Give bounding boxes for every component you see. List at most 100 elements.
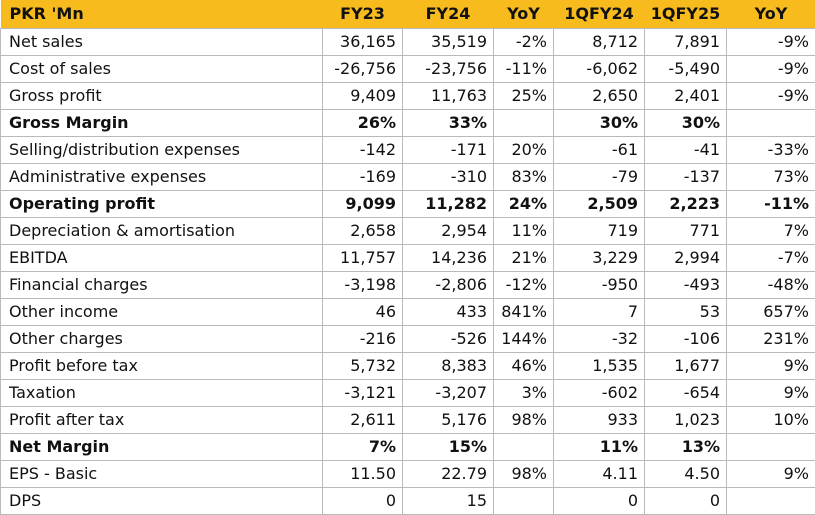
cell-fy23: 5,732 [323, 353, 403, 380]
cell-fy24: 14,236 [403, 245, 494, 272]
cell-1qfy25: 0 [645, 488, 727, 515]
header-fy23: FY23 [323, 0, 403, 29]
cell-1qfy24: 30% [554, 110, 645, 137]
cell-1qfy24: -602 [554, 380, 645, 407]
cell-fy23: -142 [323, 137, 403, 164]
cell-yoy-quarterly [727, 434, 815, 461]
row-label: Other income [1, 299, 323, 326]
cell-1qfy25: -41 [645, 137, 727, 164]
header-yoy-annual: YoY [494, 0, 554, 29]
row-label: Taxation [1, 380, 323, 407]
cell-1qfy24: 719 [554, 218, 645, 245]
cell-1qfy25: 7,891 [645, 29, 727, 56]
cell-fy24: 8,383 [403, 353, 494, 380]
row-label: Profit after tax [1, 407, 323, 434]
cell-yoy-annual: -11% [494, 56, 554, 83]
row-label: Gross profit [1, 83, 323, 110]
cell-yoy-quarterly: 10% [727, 407, 815, 434]
cell-1qfy24: 8,712 [554, 29, 645, 56]
cell-fy24: -23,756 [403, 56, 494, 83]
table-row: Cost of sales-26,756-23,756-11%-6,062-5,… [1, 56, 815, 83]
cell-yoy-annual: 841% [494, 299, 554, 326]
cell-fy24: 5,176 [403, 407, 494, 434]
cell-fy23: 9,409 [323, 83, 403, 110]
cell-1qfy25: 1,023 [645, 407, 727, 434]
cell-fy24: 35,519 [403, 29, 494, 56]
cell-yoy-annual: 21% [494, 245, 554, 272]
cell-yoy-quarterly: 9% [727, 353, 815, 380]
cell-yoy-quarterly [727, 110, 815, 137]
cell-1qfy24: 0 [554, 488, 645, 515]
cell-fy24: -526 [403, 326, 494, 353]
cell-fy24: 33% [403, 110, 494, 137]
cell-1qfy24: 1,535 [554, 353, 645, 380]
cell-fy24: 15% [403, 434, 494, 461]
cell-1qfy24: -32 [554, 326, 645, 353]
row-label: Profit before tax [1, 353, 323, 380]
header-unit-label: PKR 'Mn [1, 0, 323, 29]
cell-yoy-quarterly [727, 488, 815, 515]
cell-1qfy24: 2,650 [554, 83, 645, 110]
cell-1qfy24: 11% [554, 434, 645, 461]
cell-1qfy24: -6,062 [554, 56, 645, 83]
cell-yoy-quarterly: 9% [727, 380, 815, 407]
cell-1qfy25: -654 [645, 380, 727, 407]
cell-fy23: 7% [323, 434, 403, 461]
cell-fy23: 11.50 [323, 461, 403, 488]
cell-1qfy24: -79 [554, 164, 645, 191]
cell-fy23: 36,165 [323, 29, 403, 56]
cell-yoy-annual: -2% [494, 29, 554, 56]
cell-yoy-annual: 46% [494, 353, 554, 380]
cell-fy23: 2,611 [323, 407, 403, 434]
cell-fy24: 15 [403, 488, 494, 515]
cell-fy23: 46 [323, 299, 403, 326]
cell-fy23: -26,756 [323, 56, 403, 83]
table-header: PKR 'Mn FY23 FY24 YoY 1QFY24 1QFY25 YoY [1, 0, 815, 29]
cell-1qfy25: 2,401 [645, 83, 727, 110]
cell-1qfy24: -950 [554, 272, 645, 299]
cell-fy23: -216 [323, 326, 403, 353]
row-label: Administrative expenses [1, 164, 323, 191]
cell-fy23: -169 [323, 164, 403, 191]
cell-fy23: -3,198 [323, 272, 403, 299]
cell-yoy-annual: 83% [494, 164, 554, 191]
cell-yoy-annual: 20% [494, 137, 554, 164]
cell-1qfy25: 771 [645, 218, 727, 245]
cell-yoy-annual: -12% [494, 272, 554, 299]
row-label: EPS - Basic [1, 461, 323, 488]
header-1qfy25: 1QFY25 [645, 0, 727, 29]
cell-yoy-quarterly: -9% [727, 83, 815, 110]
header-fy24: FY24 [403, 0, 494, 29]
cell-1qfy25: -137 [645, 164, 727, 191]
cell-yoy-quarterly: -48% [727, 272, 815, 299]
cell-yoy-quarterly: -11% [727, 191, 815, 218]
row-label: Selling/distribution expenses [1, 137, 323, 164]
cell-yoy-annual: 11% [494, 218, 554, 245]
cell-fy24: 433 [403, 299, 494, 326]
cell-1qfy25: 1,677 [645, 353, 727, 380]
cell-1qfy24: 933 [554, 407, 645, 434]
cell-1qfy25: 2,223 [645, 191, 727, 218]
cell-1qfy25: 13% [645, 434, 727, 461]
cell-yoy-quarterly: -9% [727, 56, 815, 83]
cell-fy23: 11,757 [323, 245, 403, 272]
cell-1qfy24: 2,509 [554, 191, 645, 218]
cell-fy24: 11,763 [403, 83, 494, 110]
cell-1qfy25: -106 [645, 326, 727, 353]
cell-1qfy25: 2,994 [645, 245, 727, 272]
cell-1qfy24: 3,229 [554, 245, 645, 272]
header-row: PKR 'Mn FY23 FY24 YoY 1QFY24 1QFY25 YoY [1, 0, 815, 29]
cell-fy23: 2,658 [323, 218, 403, 245]
cell-yoy-quarterly: 231% [727, 326, 815, 353]
row-label: EBITDA [1, 245, 323, 272]
cell-yoy-annual: 144% [494, 326, 554, 353]
